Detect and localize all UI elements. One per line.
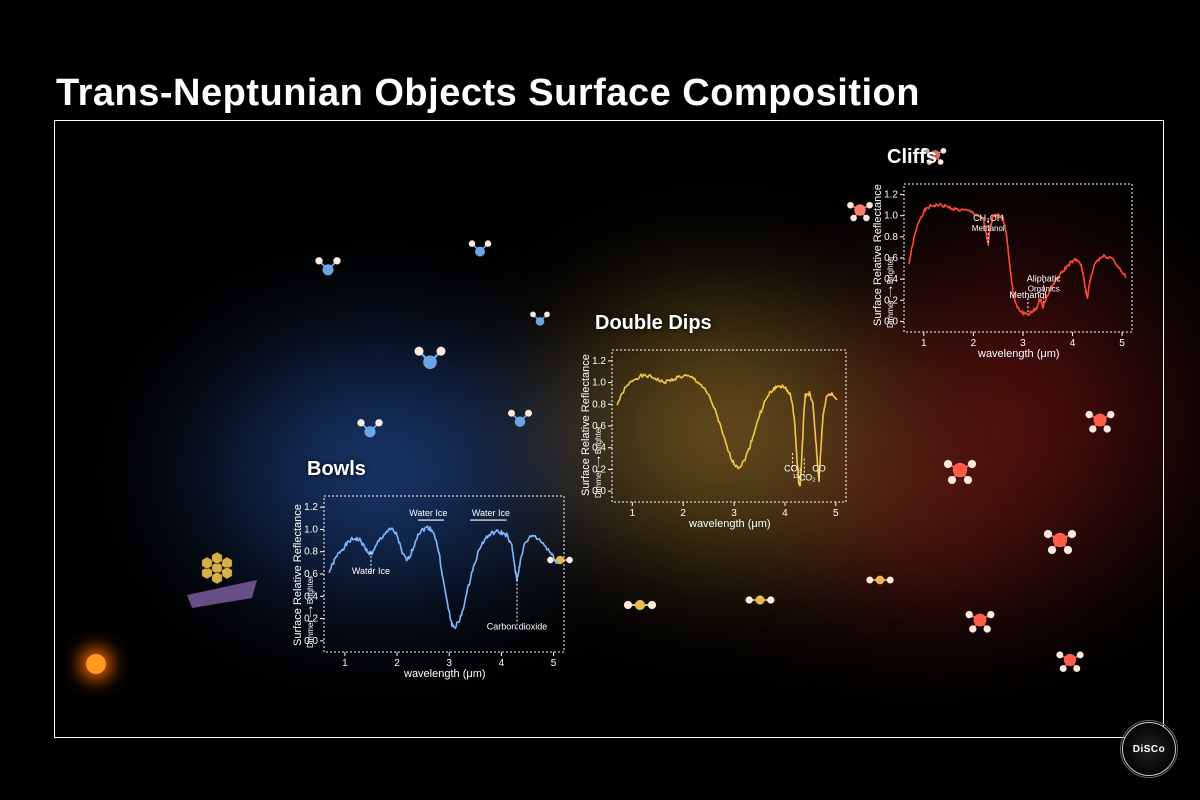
page-title: Trans-Neptunian Objects Surface Composit… <box>56 72 920 115</box>
svg-text:Methanol: Methanol <box>1009 290 1046 300</box>
chart-bowls: Bowls123450.00.20.40.60.81.01.2Water Ice… <box>282 488 572 682</box>
molecule-co2 <box>742 582 778 618</box>
svg-text:5: 5 <box>833 508 839 519</box>
ylabel: Surface Relative Reflectance <box>872 184 884 326</box>
svg-text:1.2: 1.2 <box>592 356 606 367</box>
molecule-h2o <box>352 412 388 448</box>
svg-text:2: 2 <box>971 338 977 349</box>
svg-text:5: 5 <box>551 658 557 669</box>
svg-text:4: 4 <box>782 508 788 519</box>
svg-text:1.0: 1.0 <box>304 524 318 535</box>
molecule-co2 <box>863 563 897 597</box>
svg-text:0.8: 0.8 <box>592 399 606 410</box>
disco-logo: DiSCo <box>1122 722 1176 776</box>
molecule-h2o <box>310 250 346 286</box>
svg-text:1: 1 <box>921 338 927 349</box>
brightness-arrow: Dimmer ⟶ Brighter <box>886 256 895 328</box>
molecule-h2o <box>408 338 452 382</box>
chart-title: Bowls <box>307 458 366 481</box>
svg-text:4: 4 <box>1070 338 1076 349</box>
molecule-methanol <box>940 450 980 490</box>
svg-text:0.8: 0.8 <box>884 232 898 243</box>
infographic-stage: Trans-Neptunian Objects Surface Composit… <box>0 0 1200 800</box>
xlabel: wavelength (μm) <box>689 518 771 530</box>
svg-text:Carbon dioxide: Carbon dioxide <box>487 622 548 632</box>
molecule-h2o <box>526 306 554 334</box>
xlabel: wavelength (μm) <box>404 668 486 680</box>
svg-text:Water Ice: Water Ice <box>352 566 390 576</box>
brightness-arrow: Dimmer ⟶ Brighter <box>306 576 315 648</box>
molecule-methanol <box>962 602 998 638</box>
svg-text:5: 5 <box>1119 338 1125 349</box>
molecule-methanol <box>1053 643 1087 677</box>
svg-text:1: 1 <box>342 658 348 669</box>
molecule-methanol <box>1040 520 1080 560</box>
svg-text:1.2: 1.2 <box>884 190 898 201</box>
svg-text:1.0: 1.0 <box>884 211 898 222</box>
chart-cliffs: Cliffs123450.00.20.40.60.81.01.2CH₃OHMet… <box>862 176 1140 362</box>
svg-text:Aliphatic: Aliphatic <box>1027 273 1062 283</box>
svg-text:1: 1 <box>630 508 636 519</box>
svg-text:Water Ice: Water Ice <box>472 508 510 518</box>
molecule-methanol <box>1082 402 1118 438</box>
svg-text:CH₃OH: CH₃OH <box>973 213 1003 223</box>
molecule-co2 <box>620 585 660 625</box>
svg-text:0.8: 0.8 <box>304 547 318 558</box>
ylabel: Surface Relative Reflectance <box>292 504 304 646</box>
chart-double-dips: Double Dips123450.00.20.40.60.81.01.2CO₂… <box>570 342 854 532</box>
jwst-icon <box>182 540 262 610</box>
ylabel: Surface Relative Reflectance <box>580 354 592 496</box>
xlabel: wavelength (μm) <box>978 348 1060 360</box>
molecule-h2o <box>464 234 496 266</box>
molecule-h2o <box>503 403 537 437</box>
svg-text:2: 2 <box>680 508 686 519</box>
svg-text:2: 2 <box>394 658 400 669</box>
chart-title: Double Dips <box>595 312 712 335</box>
svg-text:4: 4 <box>499 658 505 669</box>
svg-text:¹³CO₂: ¹³CO₂ <box>793 472 816 482</box>
svg-text:CO: CO <box>812 464 826 474</box>
svg-text:1.0: 1.0 <box>592 378 606 389</box>
brightness-arrow: Dimmer ⟶ Brighter <box>594 426 603 498</box>
svg-text:1.2: 1.2 <box>304 502 318 513</box>
svg-text:Methanol: Methanol <box>972 224 1005 233</box>
sun-icon <box>86 654 106 674</box>
chart-title: Cliffs <box>887 146 937 169</box>
svg-text:Water Ice: Water Ice <box>409 508 447 518</box>
